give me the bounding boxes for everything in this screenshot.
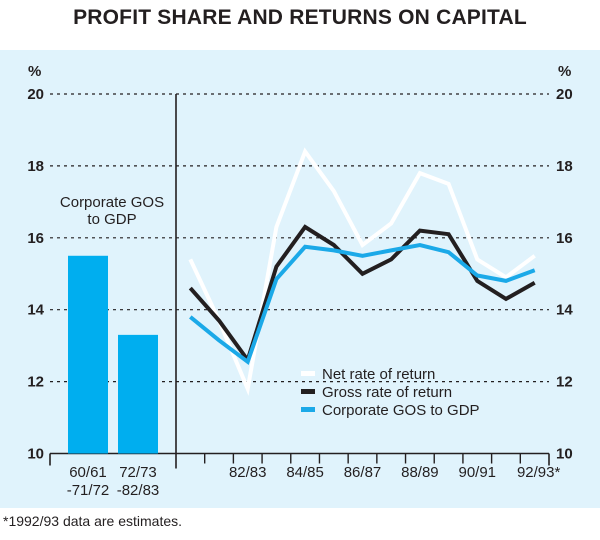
y-tick-label-left: 12 (27, 374, 44, 391)
legend-swatch (301, 389, 315, 394)
y-tick-label-left: 16 (27, 230, 44, 247)
y-tick-label-right: 10 (556, 446, 573, 463)
legend-swatch (301, 371, 315, 376)
legend-label: Net rate of return (322, 366, 435, 383)
x-tick-label: 90/91 (458, 464, 496, 481)
y-tick-label-right: 12 (556, 374, 573, 391)
x-tick-label: 92/93* (517, 464, 561, 481)
unit-right: % (558, 63, 571, 80)
x-tick-label: -82/83 (117, 482, 160, 499)
x-tick-label: 72/73 (119, 464, 157, 481)
legend-swatch (301, 407, 315, 412)
series-line (189, 242, 536, 366)
y-tick-label-right: 18 (556, 158, 573, 175)
chart-title: PROFIT SHARE AND RETURNS ON CAPITAL (73, 6, 527, 29)
y-tick-label-right: 16 (556, 230, 573, 247)
x-tick-label: 84/85 (286, 464, 324, 481)
x-tick-label: 60/61 (69, 464, 107, 481)
x-tick-label: 82/83 (229, 464, 267, 481)
y-tick-label-left: 14 (27, 302, 44, 319)
y-tick-label-right: 20 (556, 86, 573, 103)
footnote: *1992/93 data are estimates. (3, 513, 183, 529)
y-tick-label-right: 14 (556, 302, 573, 319)
bar-annotation: Corporate GOS (60, 194, 164, 211)
legend-label: Corporate GOS to GDP (322, 402, 480, 419)
x-tick-label: -71/72 (67, 482, 110, 499)
unit-left: % (28, 63, 41, 80)
bar-annotation: to GDP (87, 211, 136, 228)
x-tick-label: 86/87 (344, 464, 382, 481)
bar (68, 255, 108, 454)
y-tick-label-left: 18 (27, 158, 44, 175)
bar (118, 334, 158, 454)
y-tick-label-left: 10 (27, 446, 44, 463)
y-tick-label-left: 20 (27, 86, 44, 103)
series-line (188, 147, 536, 396)
legend-label: Gross rate of return (322, 384, 452, 401)
x-tick-label: 88/89 (401, 464, 439, 481)
